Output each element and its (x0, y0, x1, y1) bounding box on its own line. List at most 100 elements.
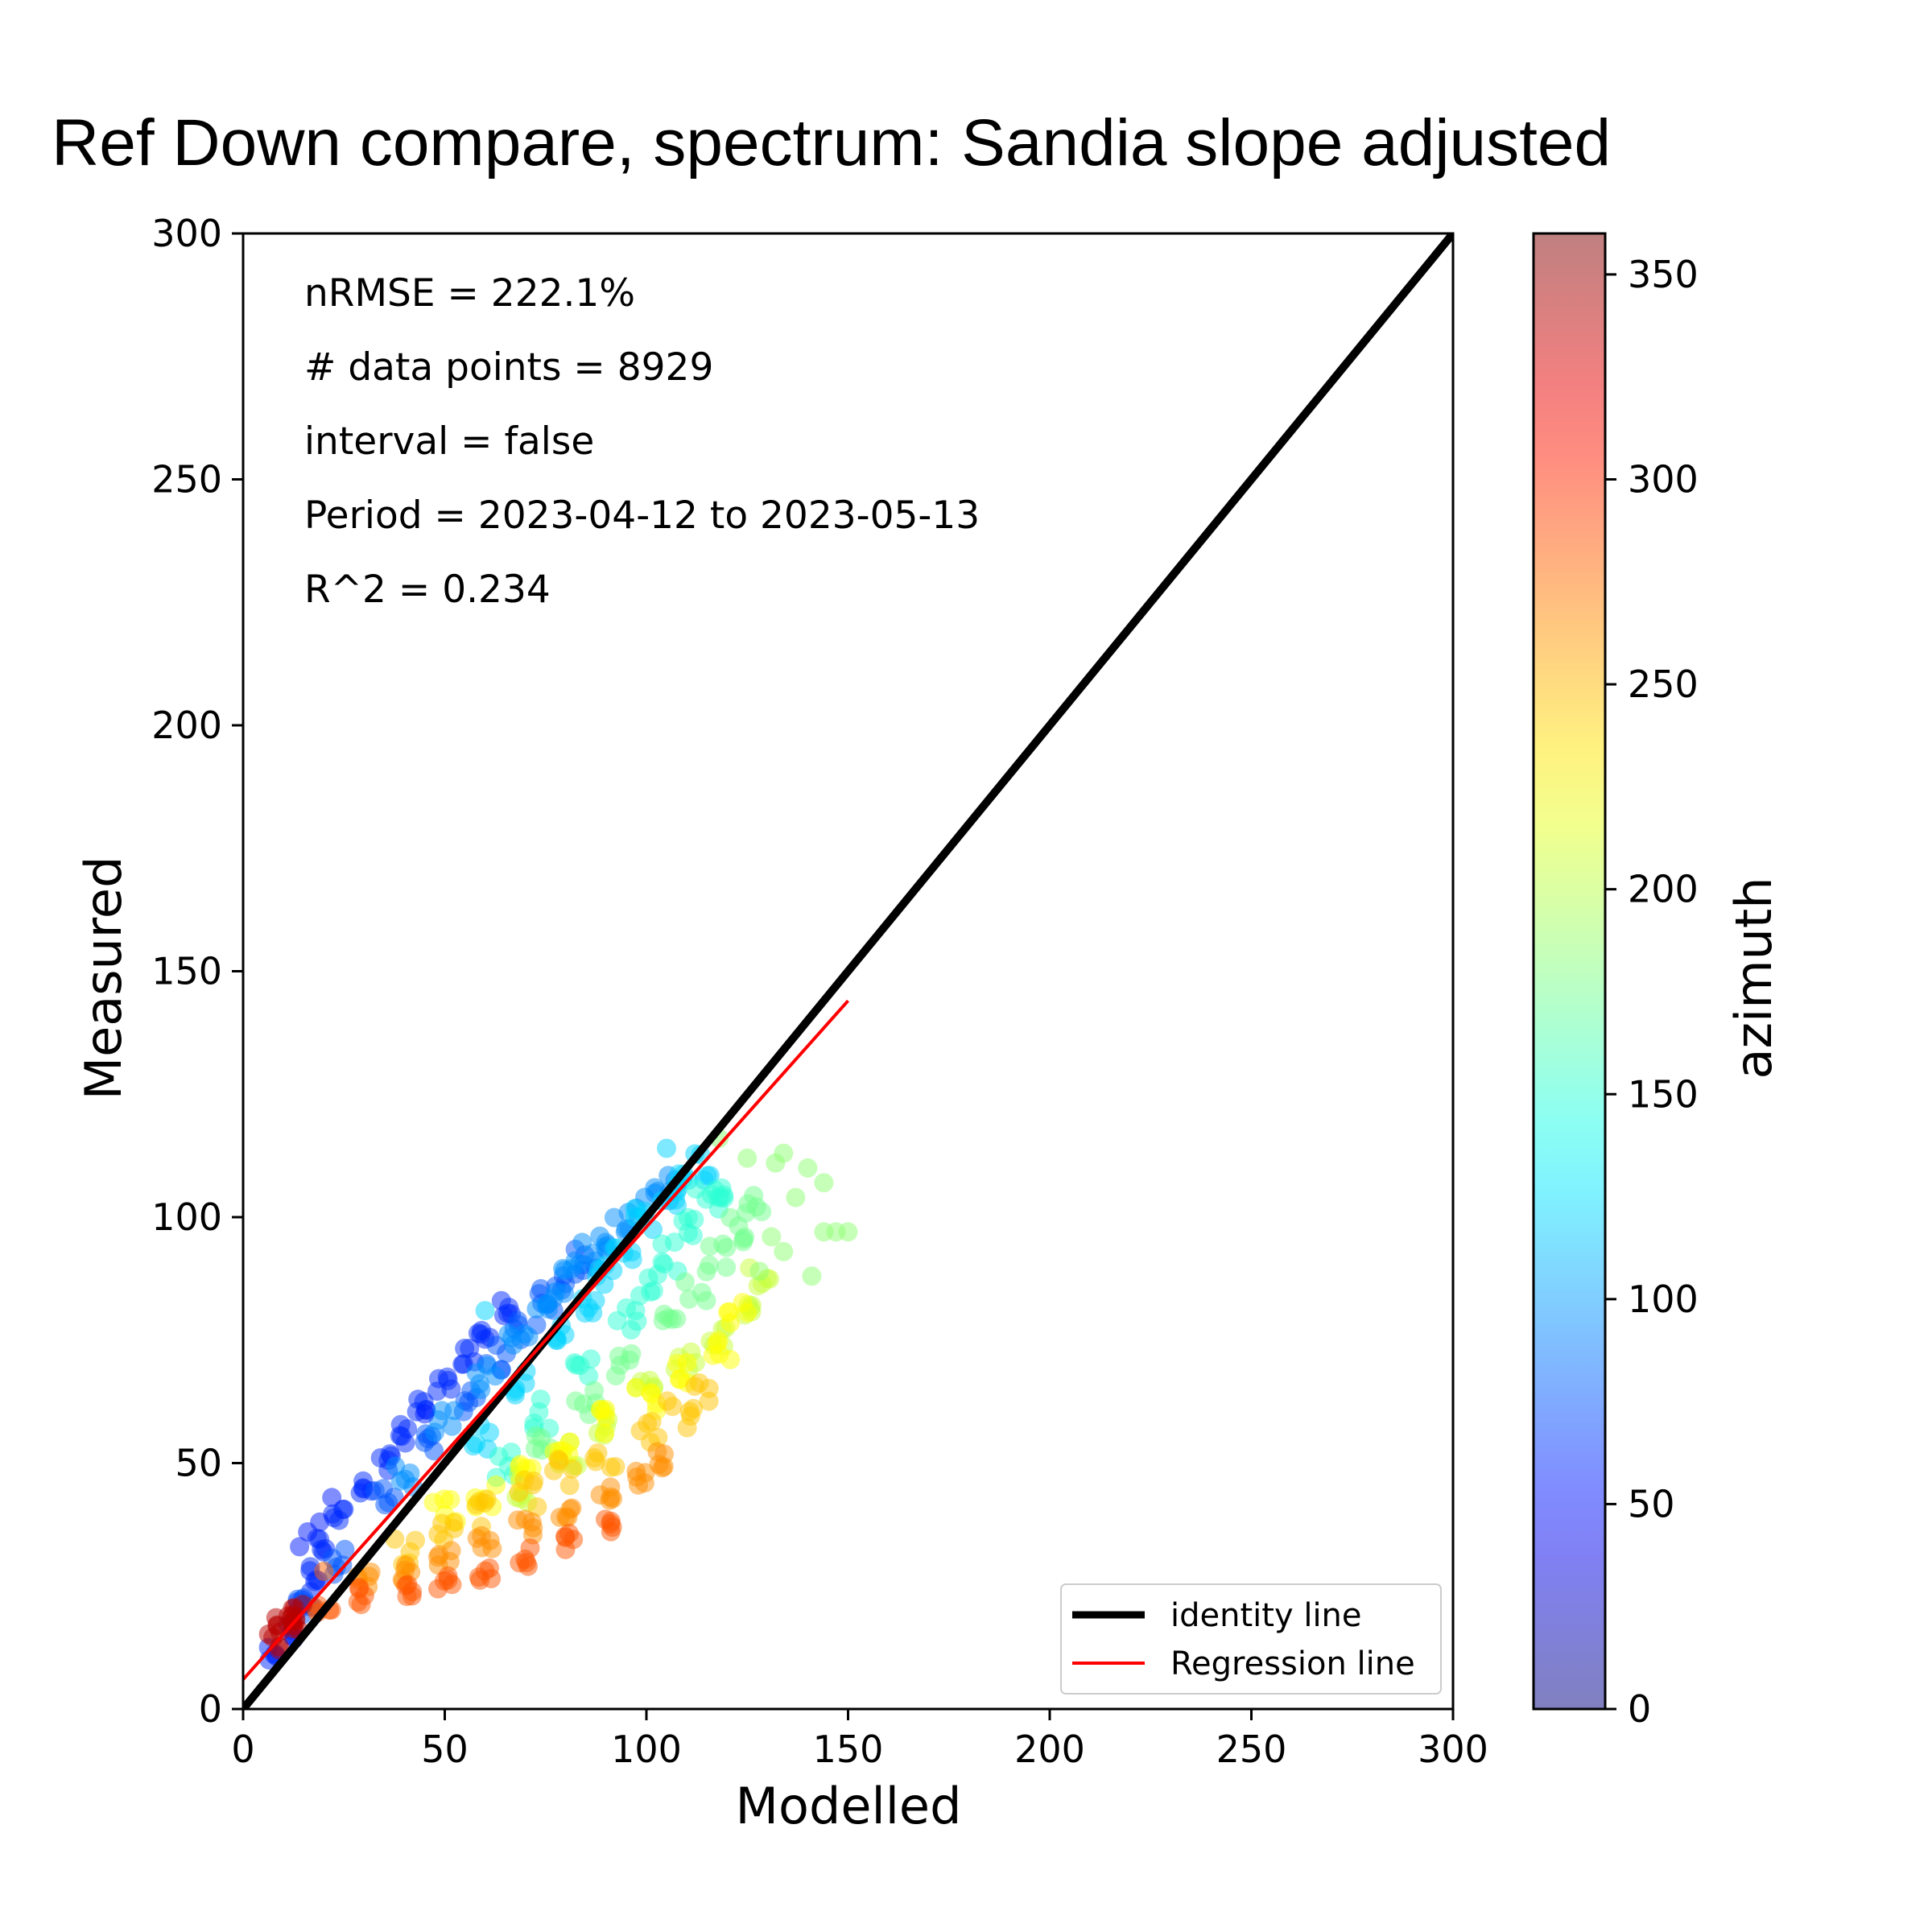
legend-label-identity-line: identity line (1170, 1597, 1362, 1634)
scatter-point (349, 1577, 369, 1597)
scatter-point (716, 1257, 737, 1278)
scatter-point (708, 1331, 729, 1351)
y-tick-label: 250 (151, 458, 222, 502)
y-axis-label: Measured (74, 857, 133, 1100)
y-tick-label: 0 (199, 1687, 222, 1731)
x-tick-label: 200 (1014, 1728, 1085, 1771)
x-tick-label: 50 (421, 1728, 469, 1771)
scatter-point (400, 1463, 420, 1483)
scatter-point (595, 1423, 615, 1443)
scatter-point (699, 1391, 719, 1411)
scatter-point (555, 1325, 575, 1344)
scatter-point (786, 1187, 806, 1208)
scatter-point (442, 1416, 462, 1436)
scatter-point (663, 1397, 683, 1417)
colorbar-ticks: 0 50 100 150 200 250 300 350 (1605, 253, 1699, 1731)
scatter-point (555, 1527, 576, 1547)
x-tick-label: 250 (1216, 1728, 1287, 1771)
colorbar-tick-label: 0 (1628, 1687, 1651, 1731)
y-tick-label: 50 (175, 1442, 222, 1485)
legend-label-regression-line: Regression line (1170, 1645, 1415, 1682)
scatter-point (596, 1400, 616, 1419)
colorbar-tick-label: 100 (1628, 1278, 1699, 1321)
legend: identity line Regression line (1060, 1583, 1442, 1695)
scatter-point (802, 1266, 822, 1286)
scatter-point (437, 1367, 457, 1387)
colorbar-tick-label: 200 (1628, 868, 1699, 911)
scatter-point (549, 1451, 569, 1471)
scatter-point (440, 1489, 460, 1509)
scatter-point (564, 1353, 584, 1373)
scatter-point (374, 1479, 394, 1499)
scatter-point (814, 1173, 834, 1193)
scatter-point (508, 1510, 528, 1530)
colorbar-label: azimuth (1724, 877, 1783, 1079)
scatter-point (630, 1421, 650, 1441)
scatter-point (298, 1522, 318, 1542)
scatter-point (480, 1422, 500, 1443)
scatter-point (517, 1553, 537, 1573)
x-tick-label: 300 (1418, 1728, 1488, 1771)
scatter-point (283, 1599, 303, 1619)
scatter-point (662, 1309, 682, 1329)
scatter-point (716, 1237, 737, 1257)
scatter-point (733, 1232, 753, 1252)
colorbar-tick-label: 350 (1628, 253, 1699, 296)
scatter-point (503, 1335, 523, 1355)
scatter-point (314, 1561, 334, 1581)
scatter-point (491, 1290, 511, 1311)
scatter-point (634, 1473, 654, 1493)
scatter-point (774, 1241, 794, 1261)
scatter-point (522, 1512, 542, 1532)
y-tick-label: 300 (151, 212, 222, 255)
scatter-point (555, 1283, 574, 1303)
scatter-point (720, 1208, 741, 1228)
scatter-point (406, 1530, 425, 1550)
scatter-point (605, 1366, 625, 1385)
colorbar-tick-label: 50 (1628, 1482, 1675, 1525)
scatter-point (390, 1414, 411, 1435)
scatter-point (480, 1530, 500, 1550)
y-axis: 0 50 100 150 200 250 300 (151, 212, 243, 1731)
scatter-point (486, 1335, 506, 1356)
scatter-point (596, 1509, 615, 1530)
scatter-point (649, 1455, 669, 1475)
scatter-point (748, 1276, 768, 1296)
scatter-point (670, 1369, 689, 1389)
scatter-point (652, 1252, 672, 1272)
scatter-point (700, 1255, 720, 1275)
scatter-point (514, 1470, 535, 1490)
scatter-point (666, 1190, 686, 1210)
scatter-point (677, 1352, 697, 1373)
scatter-point (617, 1298, 637, 1318)
scatter-point (506, 1385, 526, 1405)
scatter-point (579, 1298, 599, 1318)
annotation-period: Period = 2023-04-12 to 2023-05-13 (304, 493, 980, 538)
colorbar-tick-label: 300 (1628, 458, 1699, 502)
scatter-point (335, 1539, 355, 1559)
scatter-point (709, 1344, 729, 1364)
scatter-point (605, 1456, 625, 1476)
scatter-point (539, 1299, 559, 1319)
scatter-point (440, 1551, 460, 1571)
scatter-point (798, 1158, 818, 1178)
scatter-point (621, 1344, 642, 1364)
annotation-interval: interval = false (304, 419, 594, 464)
scatter-point (689, 1373, 709, 1393)
scatter-point (444, 1519, 464, 1539)
y-tick-label: 100 (151, 1195, 222, 1239)
scatter-point (415, 1404, 435, 1424)
legend-box (1060, 1583, 1442, 1695)
scatter-point (386, 1456, 406, 1476)
scatter-point (466, 1434, 486, 1454)
scatter-point (423, 1492, 444, 1513)
colorbar-tick-label: 250 (1628, 663, 1699, 706)
reference-lines (243, 233, 1453, 1709)
y-tick-label: 200 (151, 704, 222, 747)
scatter-point (657, 1138, 676, 1158)
annotation-data-points: # data points = 8929 (304, 345, 713, 390)
scatter-point (486, 1475, 506, 1495)
scatter-point (290, 1537, 310, 1557)
